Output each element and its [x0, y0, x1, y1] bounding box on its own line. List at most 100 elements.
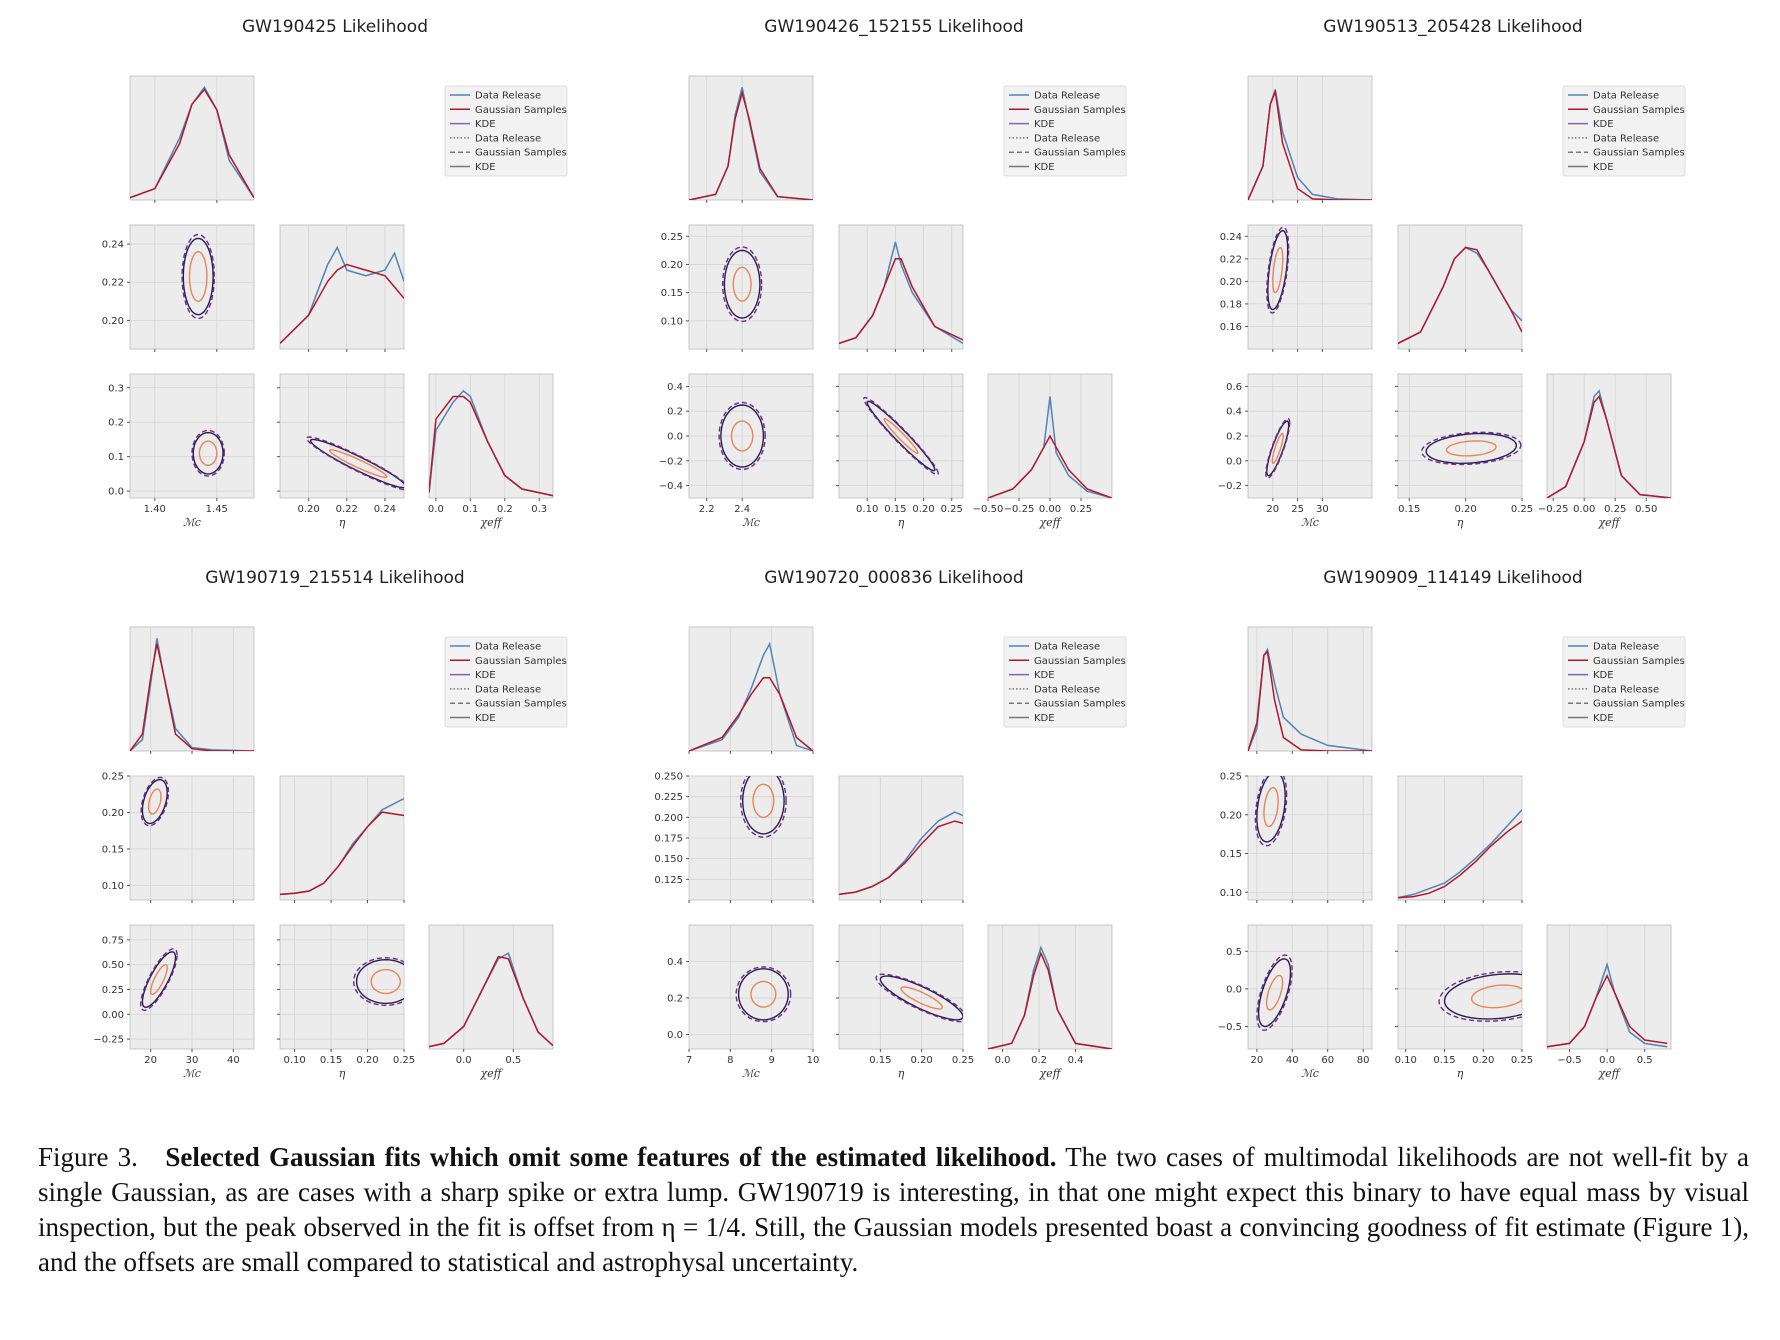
y-tick-label: 0.125 [654, 875, 683, 886]
legend-label: Data Release [1593, 642, 1659, 653]
panel-background [1247, 924, 1373, 1050]
plot-area [1248, 647, 1372, 751]
contour [720, 404, 765, 468]
axis-label: χeff [1598, 1067, 1622, 1080]
panel [279, 224, 405, 352]
contour [141, 778, 168, 825]
plot-title: GW190719_215514 Likelihood [205, 568, 464, 588]
plot-area [689, 641, 813, 751]
legend-box [1003, 636, 1127, 728]
histogram-line [839, 820, 963, 896]
x-tick-label: 0.25 [952, 1055, 974, 1066]
panel: −0.50 −0.25 0.00 0.25 χeff [973, 373, 1113, 529]
y-tick-label: 0.15 [1220, 849, 1242, 860]
panel-background [1247, 626, 1373, 752]
plot-area [1398, 246, 1522, 345]
panel: 0.15 0.20 0.25 η [836, 924, 974, 1080]
contour [141, 951, 177, 1009]
y-tick-label: 0.15 [102, 844, 124, 855]
y-tick-label: 0.15 [661, 288, 683, 299]
contour [875, 973, 963, 1023]
panel [129, 75, 255, 203]
legend-box [1562, 85, 1686, 177]
histogram-line [689, 676, 813, 751]
x-tick-label: 0.0 [1599, 1055, 1615, 1066]
panel: 7 8 9 10 0.0 0.2 0.4 ℳc [667, 924, 819, 1080]
legend-label: Gaussian Samples [475, 656, 567, 667]
legend-label: KDE [1593, 670, 1614, 681]
x-tick-label: 0.50 [1635, 504, 1657, 515]
histogram-line [429, 395, 553, 497]
panel-background [129, 373, 255, 499]
contour [732, 266, 752, 302]
panel: 0.10 0.15 0.20 0.25 [102, 772, 255, 903]
corner-plot: GW190719_215514 Likelihood 0.100.150.200.… [93, 568, 568, 1080]
contour [328, 449, 388, 478]
x-tick-label: 2.2 [699, 504, 715, 515]
legend-label: Data Release [1593, 91, 1659, 102]
panel: 0.125 0.150 0.175 0.200 0.225 0.250 [654, 772, 814, 903]
panel: 0.10 0.15 0.20 0.25 [661, 224, 814, 352]
contour [739, 776, 787, 838]
y-tick-label: 0.22 [1220, 254, 1242, 265]
panel: 1.40 1.45 0.0 0.1 0.2 0.3 ℳc [108, 373, 255, 529]
x-tick-label: 0.20 [356, 1055, 378, 1066]
panel: 0.10 0.15 0.20 0.25 η [1395, 924, 1533, 1080]
contour [1470, 984, 1522, 1009]
contour [1425, 432, 1518, 465]
y-tick-label: 0.4 [1226, 407, 1242, 418]
x-tick-label: 0.0 [995, 1055, 1011, 1066]
contour [730, 420, 754, 452]
x-tick-label: 0.00 [1039, 504, 1061, 515]
legend-label: Data Release [1034, 133, 1100, 144]
panel-background [279, 224, 405, 350]
y-tick-label: 0.3 [108, 383, 124, 394]
histogram-line [1547, 973, 1668, 1048]
x-tick-label: 0.2 [497, 504, 513, 515]
legend-label: Gaussian Samples [1593, 148, 1685, 159]
contour [355, 958, 404, 1005]
contour [723, 249, 761, 319]
histogram-line [1398, 809, 1522, 899]
legend-label: KDE [1034, 670, 1055, 681]
x-tick-label: 1.45 [206, 504, 228, 515]
legend: Data Release Gaussian Samples KDE Data Rele… [1562, 85, 1686, 177]
legend-label: Gaussian Samples [1034, 656, 1126, 667]
axis-label: η [1457, 1067, 1464, 1080]
x-tick-label: 0.3 [531, 504, 547, 515]
y-tick-label: 0.200 [654, 813, 683, 824]
y-tick-label: 0.250 [654, 772, 683, 783]
axis-label: ℳc [742, 516, 760, 529]
axis-label: ℳc [742, 1067, 760, 1080]
panel: 0.15 0.20 0.25 η [1395, 373, 1533, 529]
axis-label: χeff [1039, 1067, 1063, 1080]
corner-plot: GW190513_205428 Likelihood0.160.180.200.… [1218, 17, 1686, 529]
legend-label: Data Release [1034, 684, 1100, 695]
axis-label: χeff [1598, 516, 1622, 529]
y-tick-label: 0.75 [102, 935, 124, 946]
panel: 20 40 60 80 −0.5 0.0 0.5 ℳc [1218, 924, 1373, 1080]
x-tick-label: 0.1 [462, 504, 478, 515]
panel-background [838, 924, 964, 1050]
contour [883, 418, 919, 454]
x-tick-label: 0.0 [428, 504, 444, 515]
plot-area [1438, 970, 1522, 1022]
axis-label: η [339, 1067, 346, 1080]
legend-label: KDE [475, 119, 496, 130]
plot-area [1256, 954, 1293, 1031]
x-tick-label: 25 [1291, 504, 1304, 515]
legend: Data Release Gaussian Samples KDE Data Rele… [1562, 636, 1686, 728]
panel-background [279, 924, 405, 1050]
y-tick-label: 0.0 [108, 487, 124, 498]
y-tick-label: 0.18 [1220, 299, 1242, 310]
y-tick-label: 0.16 [1220, 322, 1242, 333]
panel [688, 75, 814, 203]
axis-label: χeff [480, 1067, 504, 1080]
x-tick-label: 0.25 [941, 504, 963, 515]
legend-label: Data Release [1034, 91, 1100, 102]
panel-background [1247, 775, 1373, 901]
x-tick-label: 0.0 [456, 1055, 472, 1066]
panel-background [129, 75, 255, 201]
legend-label: Data Release [475, 642, 541, 653]
